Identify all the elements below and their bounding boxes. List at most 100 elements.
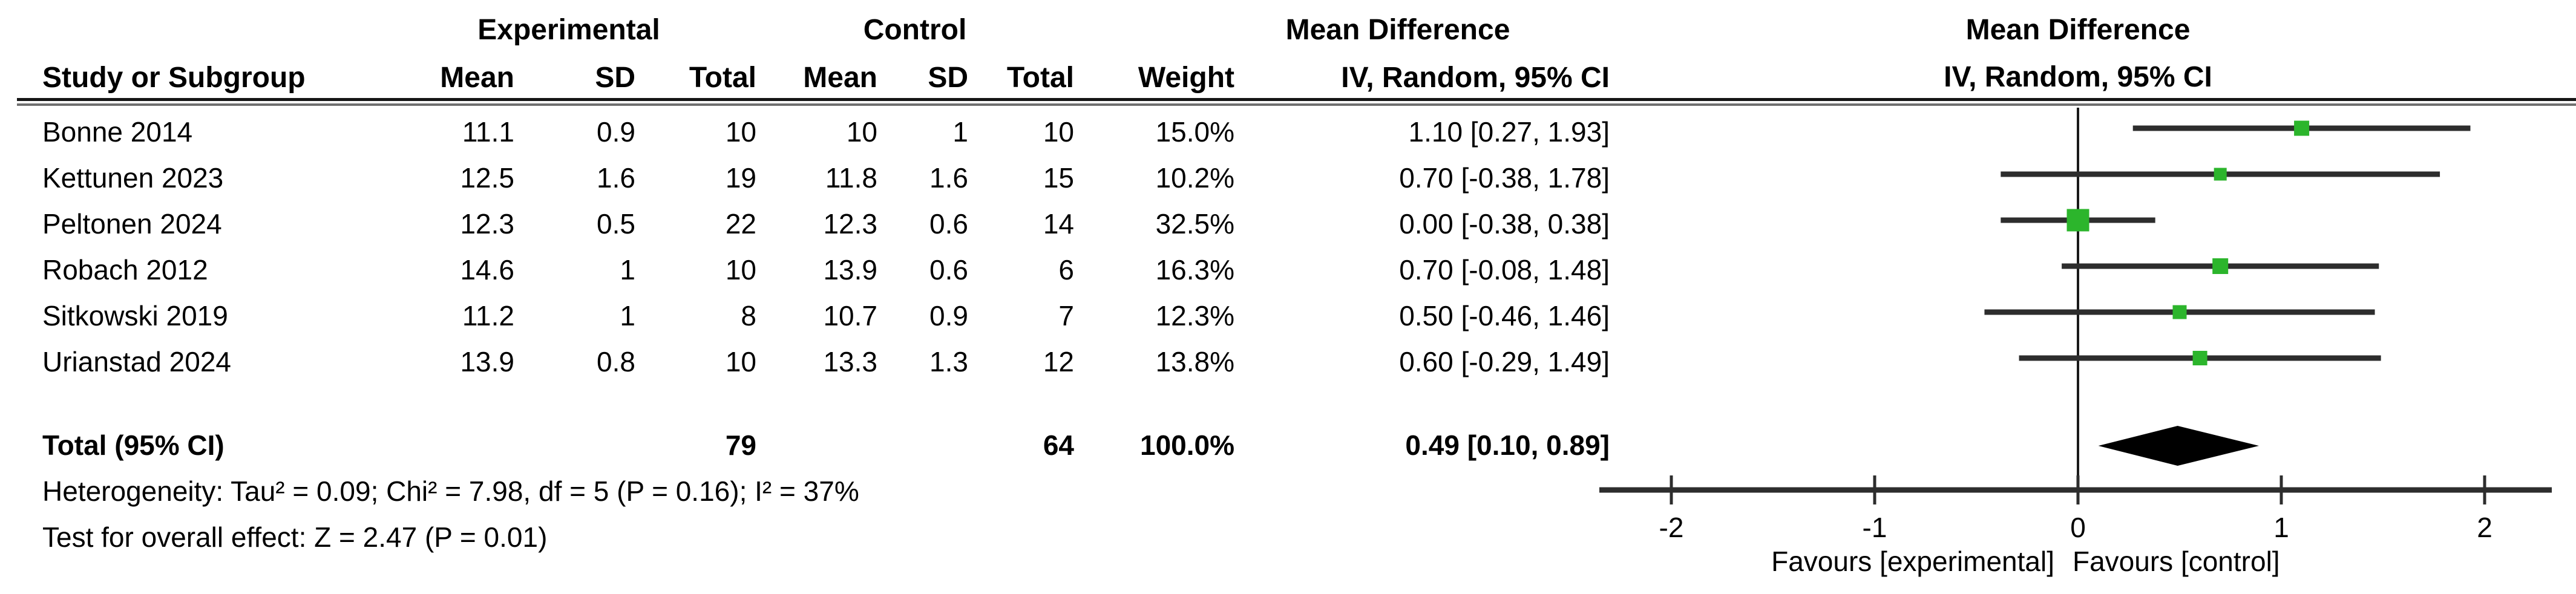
total-weight: 100.0% [1139, 429, 1234, 461]
cell-ctl_sd: 0.6 [929, 208, 968, 240]
cell-exp_total: 8 [741, 300, 756, 331]
total-label: Total (95% CI) [42, 429, 224, 461]
cell-ctl_mean: 13.3 [823, 346, 877, 377]
cell-ctl_sd: 0.6 [929, 254, 968, 286]
effect-group-header: Mean Difference [1285, 14, 1510, 46]
overall-effect-note: Test for overall effect: Z = 2.47 (P = 0… [42, 521, 548, 553]
cell-exp_mean: 14.6 [460, 254, 514, 286]
cell-exp_mean: 12.5 [460, 162, 514, 194]
cell-weight: 13.8% [1155, 346, 1234, 377]
header-divider-rule [17, 98, 2576, 106]
cell-exp_sd: 1.6 [597, 162, 635, 194]
cell-exp_total: 10 [725, 116, 756, 148]
cell-exp_mean: 11.2 [462, 300, 514, 331]
cell-exp_sd: 0.5 [597, 208, 635, 240]
tick-label--1: -1 [1863, 512, 1887, 543]
cell-exp_total: 22 [725, 208, 756, 240]
study-ci-rows [1984, 120, 2471, 365]
summary-diamond [2098, 426, 2260, 466]
tick-label-2: 2 [2477, 512, 2492, 543]
cell-name: Kettunen 2023 [42, 162, 224, 194]
cell-exp_mean: 12.3 [460, 208, 514, 240]
study-row-robach-2012: Robach 2012 14.6 1 10 13.9 0.6 6 16.3% 0.70 [-0.… [42, 248, 1610, 292]
column-header-row: Study or Subgroup Mean SD Total Mean SD … [42, 56, 1610, 99]
cell-weight: 32.5% [1155, 208, 1234, 240]
cell-ctl_sd: 1.6 [929, 162, 968, 194]
tick-label-0: 0 [2070, 512, 2086, 543]
cell-exp_total: 10 [725, 346, 756, 377]
study-row-peltonen-2024: Peltonen 2024 12.3 0.5 22 12.3 0.6 14 32.5% 0.00… [42, 202, 1610, 246]
cell-ctl_mean: 10 [846, 116, 877, 148]
study-row-kettunen-2023: Kettunen 2023 12.5 1.6 19 11.8 1.6 15 10.2% 0.70… [42, 156, 1610, 200]
col-header-ctl-sd: SD [928, 61, 968, 94]
control-group-header: Control [863, 14, 967, 46]
cell-ctl_sd: 1.3 [929, 346, 968, 377]
cell-ctl_total: 15 [1043, 162, 1074, 194]
total-ci: 0.49 [0.10, 0.89] [1405, 429, 1610, 461]
effect-marker-robach-2012 [2212, 258, 2229, 274]
cell-ctl_total: 6 [1058, 254, 1074, 286]
cell-exp_mean: 13.9 [460, 346, 514, 377]
cell-weight: 16.3% [1155, 254, 1234, 286]
cell-weight: 10.2% [1155, 162, 1234, 194]
experimental-group-header: Experimental [477, 14, 660, 46]
total-exp-total: 79 [725, 429, 756, 461]
col-header-exp-mean: Mean [440, 61, 514, 94]
cell-ctl_mean: 12.3 [823, 208, 877, 240]
study-row-bonne-2014: Bonne 2014 11.1 0.9 10 10 1 10 15.0% 1.10 [0.27,… [42, 110, 1610, 154]
cell-exp_total: 19 [725, 162, 756, 194]
cell-ci: 0.00 [-0.38, 0.38] [1399, 208, 1610, 240]
favours-right-label: Favours [control] [2073, 546, 2280, 577]
cell-ctl_total: 12 [1043, 346, 1074, 377]
tick-label--2: -2 [1659, 512, 1684, 543]
total-row: Total (95% CI) 79 64 100.0% 0.49 [0.10, … [42, 423, 1610, 467]
cell-exp_mean: 11.1 [462, 116, 514, 148]
cell-ctl_mean: 13.9 [823, 254, 877, 286]
cell-name: Robach 2012 [42, 254, 208, 286]
cell-exp_sd: 1 [620, 300, 635, 331]
cell-ctl_sd: 1 [952, 116, 968, 148]
cell-exp_sd: 1 [620, 254, 635, 286]
x-axis-ticks: -2 -1 0 1 2 [1659, 475, 2492, 543]
cell-ci: 1.10 [0.27, 1.93] [1408, 116, 1610, 148]
cell-name: Sitkowski 2019 [42, 300, 228, 331]
total-ctl-total: 64 [1043, 429, 1074, 461]
col-header-exp-total: Total [689, 61, 756, 94]
cell-ctl_mean: 11.8 [825, 162, 877, 194]
cell-ctl_sd: 0.9 [929, 300, 968, 331]
cell-name: Urianstad 2024 [42, 346, 231, 377]
cell-ci: 0.50 [-0.46, 1.46] [1399, 300, 1610, 331]
plot-title: Mean Difference [1965, 14, 2191, 46]
effect-marker-sitkowski-2019 [2172, 305, 2187, 319]
heterogeneity-note: Heterogeneity: Tau² = 0.09; Chi² = 7.98,… [42, 475, 859, 507]
tick-label-1: 1 [2273, 512, 2289, 543]
col-header-study: Study or Subgroup [42, 61, 306, 94]
cell-ci: 0.70 [-0.38, 1.78] [1399, 162, 1610, 194]
plot-subtitle: IV, Random, 95% CI [1944, 61, 2212, 93]
effect-marker-bonne-2014 [2294, 120, 2310, 136]
cell-name: Peltonen 2024 [42, 208, 222, 240]
col-header-weight: Weight [1138, 61, 1234, 94]
cell-ci: 0.60 [-0.29, 1.49] [1399, 346, 1610, 377]
study-row-urianstad-2024: Urianstad 2024 13.9 0.8 10 13.3 1.3 12 13.8% 0.6… [42, 340, 1610, 383]
effect-marker-kettunen-2023 [2214, 168, 2227, 181]
cell-ctl_mean: 10.7 [823, 300, 877, 331]
col-header-ctl-mean: Mean [803, 61, 877, 94]
cell-exp_total: 10 [725, 254, 756, 286]
effect-marker-urianstad-2024 [2192, 351, 2207, 365]
study-row-sitkowski-2019: Sitkowski 2019 11.2 1 8 10.7 0.9 7 12.3% 0.50 [-… [42, 294, 1610, 338]
effect-marker-peltonen-2024 [2066, 209, 2089, 232]
col-header-exp-sd: SD [595, 61, 635, 94]
cell-weight: 12.3% [1155, 300, 1234, 331]
cell-ctl_total: 10 [1043, 116, 1074, 148]
cell-ctl_total: 7 [1058, 300, 1074, 331]
favours-left-label: Favours [experimental] [1771, 546, 2054, 577]
col-header-ctl-total: Total [1006, 61, 1074, 94]
cell-weight: 15.0% [1155, 116, 1234, 148]
cell-exp_sd: 0.8 [597, 346, 635, 377]
cell-ctl_total: 14 [1043, 208, 1074, 240]
col-header-ci: IV, Random, 95% CI [1341, 61, 1610, 94]
cell-ci: 0.70 [-0.08, 1.48] [1399, 254, 1610, 286]
